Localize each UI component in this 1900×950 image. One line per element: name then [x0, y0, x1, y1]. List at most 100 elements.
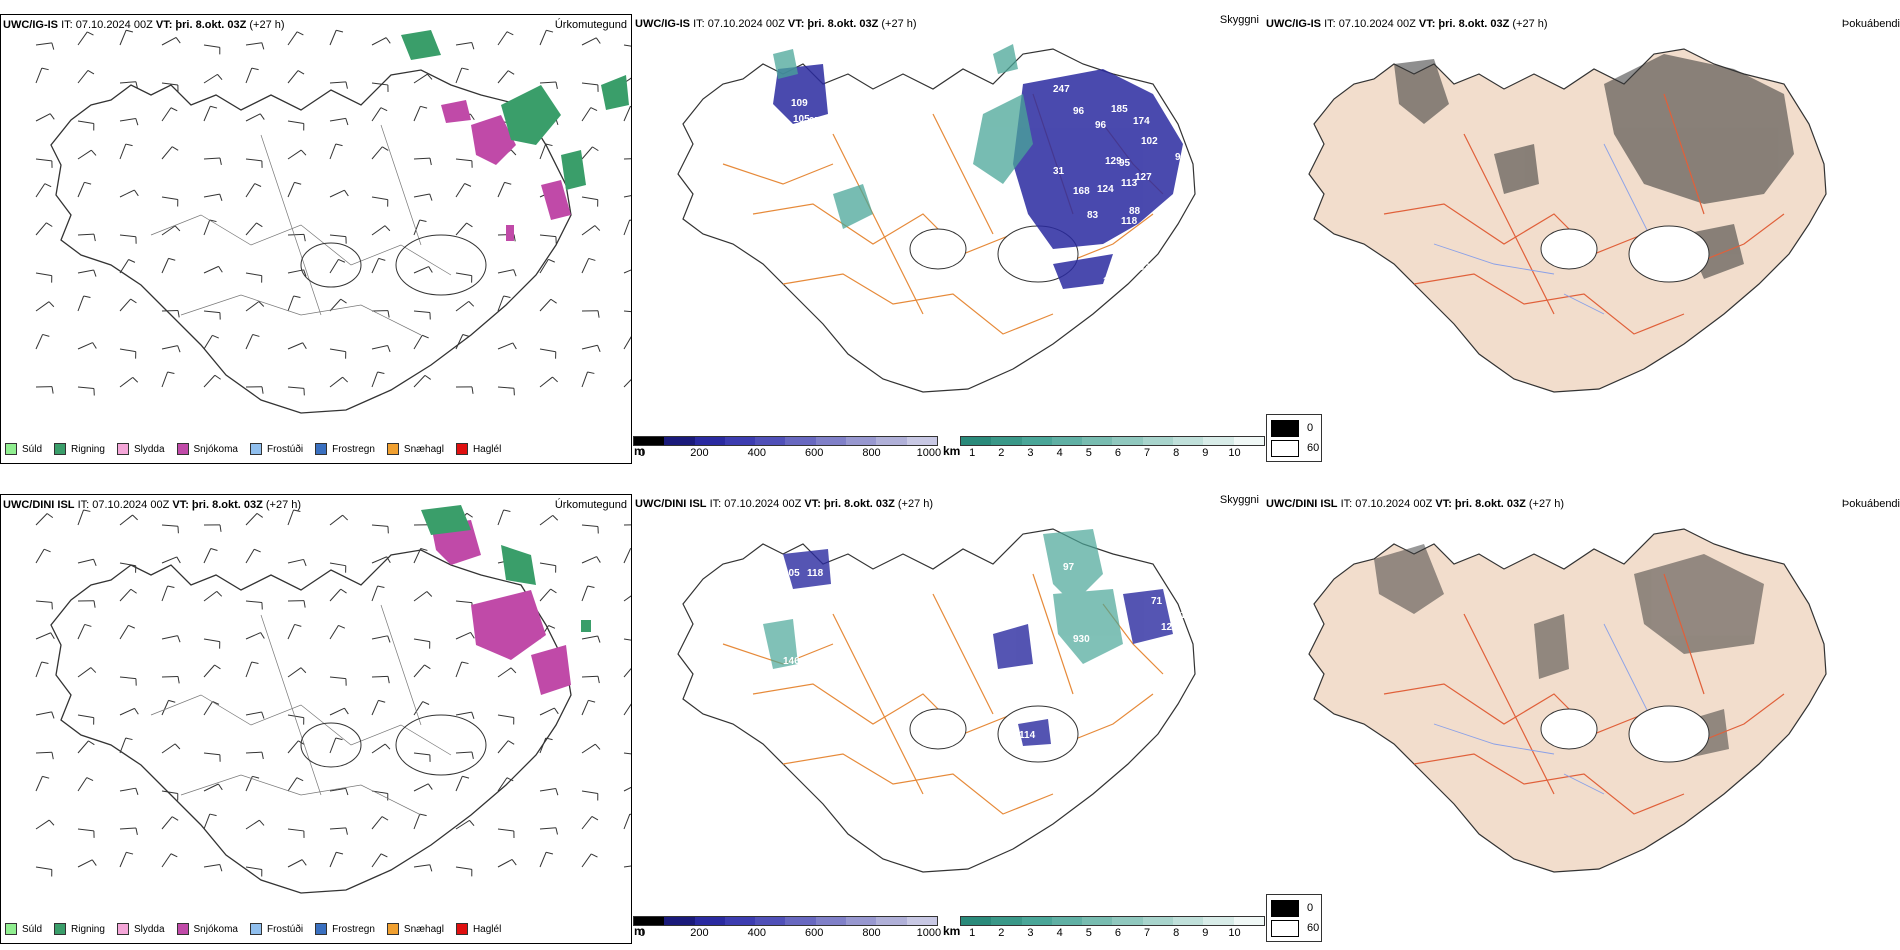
wind-barb-flag [384, 225, 391, 232]
legend-label: Frostúði [266, 923, 304, 935]
wind-barb [413, 638, 430, 643]
wind-barb-flag [419, 813, 427, 817]
panel-title: UWC/IG-IS IT: 07.10.2024 00Z VT: þri. 8.… [1266, 18, 1548, 30]
wind-barb [623, 379, 631, 388]
wind-barb [539, 376, 553, 388]
iceland-outline [677, 48, 1196, 393]
wind-barb [77, 509, 84, 526]
wind-barb-flag [424, 664, 431, 670]
colorbar-segment [1233, 917, 1264, 925]
wind-barb [287, 624, 296, 640]
wind-barb-flag [256, 222, 263, 228]
wind-barb [35, 866, 52, 870]
colorbar-tick-label: 0 [639, 447, 646, 459]
wind-barb [539, 259, 549, 274]
wind-barb-flag [44, 183, 52, 188]
wind-barb [245, 661, 253, 678]
wind-barbs [35, 29, 631, 396]
wind-barb-flag [429, 193, 433, 201]
wind-barb [623, 310, 631, 313]
wind-barb [161, 309, 179, 312]
colorbar-segment [1173, 437, 1204, 445]
visibility-value-label: 114 [1019, 730, 1036, 741]
colorbar-tick-label: 2 [998, 447, 1005, 459]
visibility-value-label: 96 [1073, 106, 1085, 117]
wind-barb [287, 149, 302, 160]
colorbar-segment [991, 437, 1022, 445]
wind-barb [203, 783, 219, 792]
low-visibility-areas [773, 64, 1183, 289]
wind-barb-flag [471, 751, 474, 759]
wind-barb [623, 548, 631, 564]
legend-swatch [386, 443, 399, 455]
colorbar-segment [1021, 917, 1052, 925]
wind-barb [623, 752, 631, 755]
legend-label: Snæhagl [403, 923, 444, 935]
wind-barb [161, 816, 173, 830]
legend-item-súld: Súld [5, 443, 42, 455]
wind-barb [581, 344, 598, 350]
wind-barb-flag [377, 585, 385, 588]
wind-barb [35, 183, 46, 198]
wind-barb-flag [86, 777, 94, 781]
wind-barb [77, 233, 95, 236]
wind-barb [119, 348, 136, 353]
wind-barb [455, 42, 472, 46]
colorbar-segment [815, 437, 847, 445]
visibility-value-label: 96 [1095, 120, 1107, 131]
wind-barb [203, 813, 211, 830]
wind-barb [245, 272, 262, 277]
wind-barb [203, 864, 220, 868]
wind-barb-flag [548, 625, 556, 629]
wind-barb [329, 737, 337, 754]
wind-barb [539, 707, 555, 716]
legend-swatch [249, 443, 262, 455]
wind-barb-flag [260, 632, 265, 639]
wind-barb [455, 334, 464, 350]
wind-barb-flag [48, 819, 55, 826]
wind-barb-flag [555, 788, 559, 796]
wind-barb-flag [261, 752, 264, 760]
rain-areas [401, 30, 629, 190]
wind-barb [371, 196, 388, 201]
wind-barb [161, 524, 178, 527]
wind-barb [203, 638, 220, 643]
colorbar-tick-label: 10 [1228, 927, 1241, 939]
visibility-value-label: 95 [1119, 158, 1131, 169]
wind-barb [581, 790, 598, 794]
wind-barb [497, 740, 509, 754]
wind-barb [371, 146, 383, 160]
wind-barb-flag [429, 864, 433, 872]
wind-barb [329, 514, 343, 526]
colorbar-tick-label: 1 [969, 927, 976, 939]
wind-barb-flag [424, 374, 432, 380]
wind-barb [77, 667, 92, 678]
legend-item-haglél: Haglél [455, 923, 501, 935]
legend-item-frostregn: Frostregn [315, 923, 375, 935]
wind-barb [455, 776, 463, 792]
legend-label: Frostúði [266, 443, 304, 455]
wind-barb [413, 73, 428, 84]
wind-barb-flag [296, 31, 304, 36]
wind-barb-flag [387, 345, 391, 353]
colorbar-tick-label: 1000 [916, 927, 942, 939]
wind-barb-flag [87, 70, 95, 75]
visibility-value-label: 88 [1129, 206, 1141, 217]
wind-barb-flag [592, 146, 599, 152]
wind-barb [119, 30, 127, 46]
wind-barb-flag [126, 851, 134, 855]
wind-barb [455, 751, 473, 754]
legend-item-rigning: Rigning [54, 443, 105, 455]
colorbar-tick-label: 7 [1144, 447, 1151, 459]
wind-barb [413, 701, 424, 716]
wind-barb [581, 107, 592, 122]
wind-barb-flag [128, 259, 136, 263]
colorbar-segment [1233, 437, 1264, 445]
wind-barb [497, 31, 508, 46]
wind-barb [119, 234, 136, 238]
wind-barb-flag [587, 585, 595, 589]
wind-barb-flag [132, 376, 139, 383]
colorbar-tick-label: 200 [690, 927, 709, 939]
panel-title: UWC/IG-IS IT: 07.10.2024 00Z VT: þri. 8.… [635, 18, 917, 30]
wind-barb [371, 675, 389, 678]
